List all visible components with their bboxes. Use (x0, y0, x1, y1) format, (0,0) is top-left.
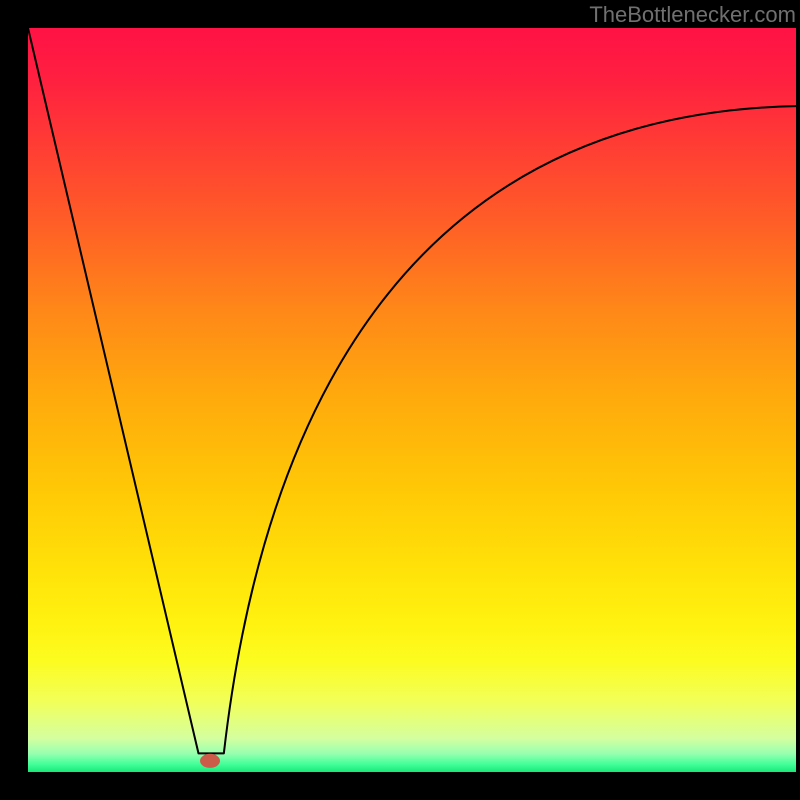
chart-svg (28, 28, 796, 772)
watermark-text: TheBottlenecker.com (589, 2, 796, 28)
vertex-marker (200, 754, 220, 768)
gradient-background (28, 28, 796, 772)
plot-area (28, 28, 796, 772)
